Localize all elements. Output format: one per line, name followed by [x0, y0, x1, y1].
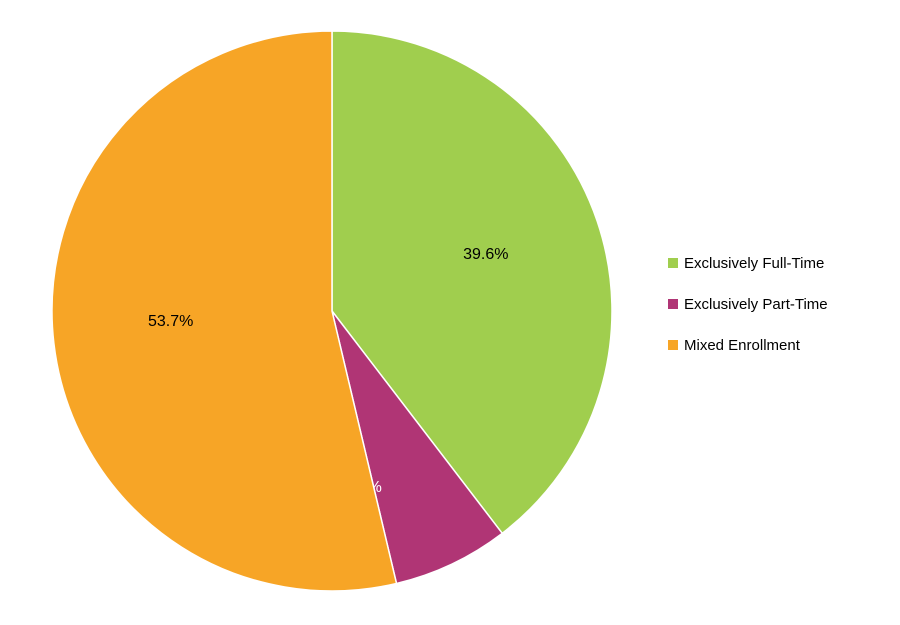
legend-swatch [668, 258, 678, 268]
pie-slice-exclusively-full-time [331, 30, 613, 535]
data-label-mixed-enrollment: 53.7% [148, 313, 193, 330]
pie-slice-exclusively-part-time [331, 310, 504, 585]
legend-swatch [668, 299, 678, 309]
legend-label: Exclusively Part-Time [684, 295, 828, 313]
legend-item-exclusively-part-time: Exclusively Part-Time [668, 295, 828, 313]
legend-item-exclusively-full-time: Exclusively Full-Time [668, 254, 828, 272]
legend-swatch [668, 340, 678, 350]
data-label-exclusively-full-time: 39.6% [463, 246, 508, 263]
legend-label: Mixed Enrollment [684, 336, 800, 354]
legend-item-mixed-enrollment: Mixed Enrollment [668, 336, 828, 354]
pie-slice-mixed-enrollment [51, 30, 398, 592]
legend-label: Exclusively Full-Time [684, 254, 825, 272]
legend: Exclusively Full-Time Exclusively Part-Ti… [668, 254, 828, 354]
